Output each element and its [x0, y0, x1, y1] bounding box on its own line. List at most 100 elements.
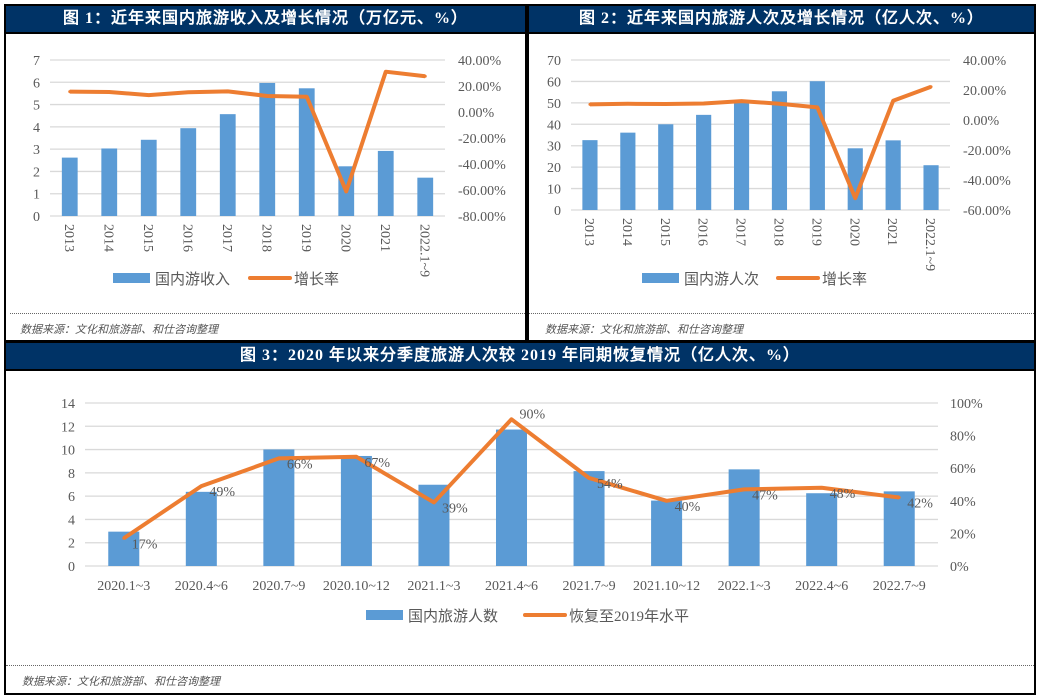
legend-bar-swatch [113, 273, 150, 283]
bar [658, 124, 674, 210]
x-axis-tick: 2022.1~9 [416, 224, 431, 277]
right-axis-tick: 40.00% [458, 54, 502, 69]
x-axis-tick: 2022.1~3 [718, 579, 771, 594]
line-point [777, 102, 781, 106]
legend-bar-swatch [366, 610, 403, 620]
x-axis-tick: 2022.1~9 [922, 218, 937, 271]
x-axis-tick: 2014 [619, 218, 634, 246]
x-axis-tick: 2014 [100, 224, 115, 252]
x-axis-tick: 2022.7~9 [873, 579, 926, 594]
left-axis-tick: 50 [547, 97, 561, 112]
x-axis-tick: 2022.4~6 [795, 579, 848, 594]
line-point [587, 476, 591, 480]
left-axis-tick: 20 [547, 161, 561, 176]
bar [61, 157, 78, 216]
line-point [354, 455, 358, 459]
bar [728, 469, 760, 566]
figure-2-title: 图 2：近年来国内旅游人次及增长情况（亿人次、%） [529, 6, 1034, 34]
bar [651, 500, 683, 566]
x-axis-tick: 2013 [61, 224, 76, 252]
line-point [740, 99, 744, 103]
bar [140, 139, 157, 216]
right-axis-tick: 0.00% [458, 106, 495, 121]
divider [6, 665, 1034, 666]
figure-3-title: 图 3：2020 年以来分季度旅游人次较 2019 年同期恢复情况（亿人次、%） [6, 343, 1034, 371]
line-point [820, 486, 824, 490]
right-axis-tick: 60% [950, 462, 976, 477]
line-point [891, 99, 895, 103]
line-point [423, 74, 427, 78]
data-label: 47% [752, 488, 778, 503]
bar [806, 493, 838, 566]
x-axis-tick: 2021 [377, 224, 392, 252]
bar [263, 449, 295, 566]
right-axis-tick: 80% [950, 430, 976, 445]
x-axis-tick: 2016 [179, 224, 194, 252]
x-axis-tick: 2017 [219, 224, 234, 252]
line-point [929, 85, 933, 89]
right-axis-tick: 40.00% [963, 54, 1007, 69]
x-axis-tick: 2021.10~12 [633, 579, 700, 594]
data-label: 48% [830, 487, 856, 502]
x-axis-tick: 2020.10~12 [323, 579, 390, 594]
x-axis-tick: 2016 [695, 218, 710, 246]
bar [883, 491, 915, 566]
x-axis-tick: 2015 [657, 218, 672, 246]
right-axis-tick: -40.00% [963, 174, 1011, 189]
bar [417, 177, 434, 216]
bar [696, 114, 712, 210]
bar [185, 491, 217, 566]
x-axis-tick: 2018 [770, 218, 785, 246]
x-axis-tick: 2018 [258, 224, 273, 252]
line-point [68, 90, 72, 94]
left-axis-tick: 4 [33, 121, 40, 136]
bar [298, 88, 315, 216]
line-point [664, 102, 668, 106]
left-axis-tick: 1 [33, 188, 40, 203]
bar [923, 165, 939, 210]
data-label: 39% [442, 501, 468, 516]
bar [885, 140, 901, 210]
right-axis-tick: 20.00% [963, 84, 1007, 99]
right-axis-tick: 20% [950, 527, 976, 542]
x-axis-tick: 2017 [733, 218, 748, 246]
figure-1-source: 数据来源：文化和旅游部、和仕咨询整理 [20, 324, 218, 336]
line-point [702, 102, 706, 105]
legend-bar-label: 国内游人次 [684, 271, 759, 288]
right-axis-tick: -80.00% [458, 210, 506, 225]
right-axis-tick: 0.00% [963, 114, 1000, 129]
left-axis-tick: 3 [33, 143, 40, 158]
x-axis-tick: 2020 [846, 218, 861, 246]
bar [101, 148, 118, 216]
line-point [107, 90, 111, 94]
divider [10, 313, 525, 314]
line-point [147, 93, 151, 97]
x-axis-tick: 2021.7~9 [563, 579, 616, 594]
left-axis-tick: 30 [547, 140, 561, 155]
line-point [626, 102, 630, 106]
data-label: 54% [597, 477, 623, 492]
left-axis-tick: 2 [68, 537, 75, 552]
x-axis-tick: 2015 [140, 224, 155, 252]
x-axis-tick: 2020.4~6 [175, 579, 228, 594]
left-axis-tick: 5 [33, 99, 40, 114]
legend-bar-swatch [642, 273, 679, 283]
bar [771, 91, 788, 210]
right-axis-tick: -20.00% [963, 144, 1011, 159]
right-axis-tick: -20.00% [458, 132, 506, 147]
x-axis-tick: 2021.4~6 [485, 579, 538, 594]
bar [582, 140, 598, 210]
legend-bar-label: 国内游收入 [155, 271, 230, 288]
line-point [897, 496, 901, 500]
left-axis-tick: 7 [33, 54, 40, 69]
x-axis-tick: 2020.1~3 [97, 579, 150, 594]
left-axis-tick: 8 [68, 467, 75, 482]
x-axis-tick: 2019 [298, 224, 313, 252]
data-label: 49% [209, 485, 235, 500]
line-point [199, 484, 203, 488]
left-axis-tick: 14 [61, 397, 75, 412]
line-point [344, 189, 348, 193]
bar [733, 102, 750, 210]
legend-bar-label: 国内旅游人数 [408, 608, 498, 625]
